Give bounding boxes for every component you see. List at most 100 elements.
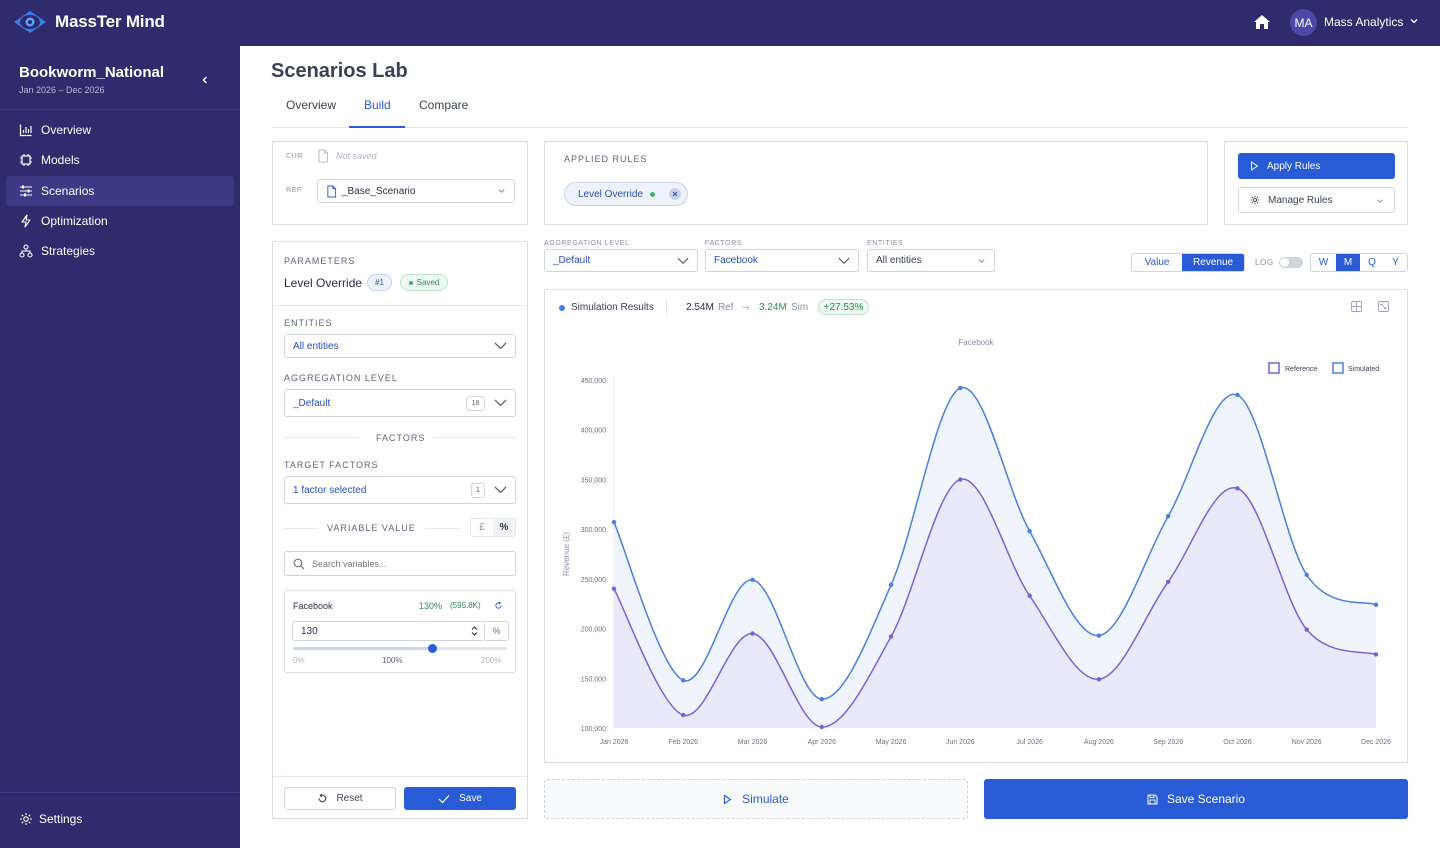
sidebar-item-strategies[interactable]: Strategies [6, 236, 234, 266]
stepper-icon[interactable] [471, 625, 478, 637]
variable-value-input[interactable] [301, 625, 461, 637]
entities-select[interactable]: All entities [284, 334, 516, 358]
sidebar-item-optimization[interactable]: Optimization [6, 206, 234, 236]
file-icon [327, 185, 337, 198]
user-name[interactable]: Mass Analytics [1324, 15, 1404, 29]
metric-toggle[interactable]: Value Revenue [1131, 253, 1245, 272]
remove-rule-button[interactable] [669, 188, 681, 200]
save-scenario-button[interactable]: Save Scenario [984, 779, 1408, 819]
period-option-m[interactable]: M [1336, 254, 1360, 271]
aggregation-select[interactable]: _Default 18 [284, 389, 516, 417]
search-field[interactable] [284, 551, 516, 576]
variable-unit: % [485, 621, 509, 641]
count-badge: 18 [466, 396, 485, 411]
variable-card: Facebook 130% (595.8K) % 0% 100% 200% [284, 590, 516, 673]
rule-actions-card: Apply Rules Manage Rules [1224, 141, 1408, 225]
sidebar-item-label: Optimization [41, 214, 108, 228]
data-point-simulated [888, 582, 894, 588]
sidebar-divider [0, 109, 240, 110]
unit-option-percent[interactable]: % [493, 519, 515, 536]
status-dot [559, 305, 565, 311]
value-slider[interactable] [293, 644, 507, 653]
apply-rules-button[interactable]: Apply Rules [1238, 153, 1395, 179]
refresh-icon[interactable] [494, 601, 503, 610]
x-tick-label: Nov 2026 [1292, 739, 1322, 746]
x-tick-label: Sep 2026 [1153, 739, 1183, 746]
period-option-y[interactable]: Y [1392, 257, 1399, 268]
filter-aggregation-select[interactable]: _Default [544, 249, 698, 272]
simulate-button[interactable]: Simulate [544, 779, 968, 819]
reset-label: Reset [336, 793, 363, 804]
period-option-w[interactable]: W [1318, 257, 1329, 268]
slider-thumb[interactable] [427, 644, 437, 653]
grid-icon[interactable] [1351, 301, 1362, 312]
gear-icon [20, 813, 32, 825]
rule-chip-label: Level Override [578, 188, 644, 200]
data-point-simulated [1304, 572, 1309, 578]
chevron-down-icon[interactable] [1409, 16, 1419, 26]
tab-overview[interactable]: Overview [286, 98, 337, 112]
reset-button[interactable]: Reset [284, 787, 396, 810]
search-input[interactable] [312, 558, 502, 569]
legend-label-reference: Reference [1285, 366, 1317, 373]
sidebar-item-overview[interactable]: Overview [6, 115, 234, 145]
sidebar: Bookworm_National Jan 2026 – Dec 2026 Ov… [0, 46, 240, 848]
simulation-results-card: Simulation Results 2.54M Ref 3.24M Sim +… [544, 289, 1408, 763]
data-point-simulated [1096, 633, 1102, 638]
tabs-divider [272, 127, 1408, 128]
logo[interactable]: MassTer Mind [12, 9, 165, 35]
slider-fill [293, 647, 433, 650]
sidebar-item-settings[interactable]: Settings [19, 812, 82, 826]
rule-chip[interactable]: Level Override [564, 182, 688, 206]
divider [273, 776, 527, 777]
ref-label: REF [286, 187, 302, 194]
y-axis-label: Revenue (£) [562, 532, 571, 576]
variable-number-field[interactable] [292, 621, 485, 641]
metric-option-revenue[interactable]: Revenue [1182, 254, 1244, 271]
ref-scenario-select[interactable]: _Base_Scenario [317, 179, 515, 203]
save-button[interactable]: Save [404, 787, 516, 810]
unit-toggle[interactable]: £ % [470, 518, 516, 537]
chip-icon [20, 154, 32, 166]
active-tab-indicator [349, 126, 405, 128]
sliders-icon [20, 185, 32, 197]
metric-option-value[interactable]: Value [1144, 257, 1170, 268]
aggregation-value: _Default [293, 397, 331, 409]
filter-factors-label: FACTORS [705, 240, 743, 247]
tab-build[interactable]: Build [364, 98, 391, 112]
status-badge-label: Saved [416, 278, 440, 287]
save-label: Save [459, 793, 482, 804]
filter-factors-select[interactable]: Facebook [705, 249, 859, 272]
home-icon[interactable] [1252, 12, 1272, 32]
filter-entities-select[interactable]: All entities [867, 249, 995, 272]
save-icon [1147, 794, 1158, 804]
close-icon [672, 191, 678, 197]
data-point-reference [888, 634, 894, 639]
data-point-reference [819, 724, 825, 730]
sim-total-label: Sim [791, 302, 809, 313]
manage-rules-button[interactable]: Manage Rules [1238, 187, 1395, 213]
revenue-chart: Facebook Revenue (£) Reference Simulated… [562, 338, 1391, 746]
period-option-q[interactable]: Q [1368, 257, 1376, 268]
log-toggle[interactable] [1279, 257, 1303, 268]
expand-icon[interactable] [1378, 301, 1389, 312]
log-label: LOG [1255, 258, 1274, 267]
chevron-left-icon[interactable] [199, 74, 211, 86]
legend-swatch-simulated [1332, 362, 1344, 374]
target-factors-select[interactable]: 1 factor selected 1 [284, 476, 516, 504]
sidebar-item-scenarios[interactable]: Scenarios [6, 176, 234, 206]
unit-option-pound[interactable]: £ [479, 522, 485, 533]
data-point-reference [1165, 579, 1171, 585]
parameters-title: PARAMETERS [284, 256, 356, 266]
check-icon [438, 794, 450, 803]
sidebar-item-models[interactable]: Models [6, 145, 234, 175]
legend-swatch-reference [1268, 362, 1280, 374]
period-toggle[interactable]: W M Q Y [1310, 253, 1408, 272]
manage-rules-label: Manage Rules [1268, 194, 1333, 206]
chevron-down-icon [494, 486, 507, 494]
rule-badge: #1 [367, 274, 392, 291]
arrow-right-icon [741, 304, 750, 311]
avatar[interactable]: MA [1290, 9, 1317, 36]
tab-compare[interactable]: Compare [419, 98, 469, 112]
data-point-simulated [681, 678, 686, 683]
